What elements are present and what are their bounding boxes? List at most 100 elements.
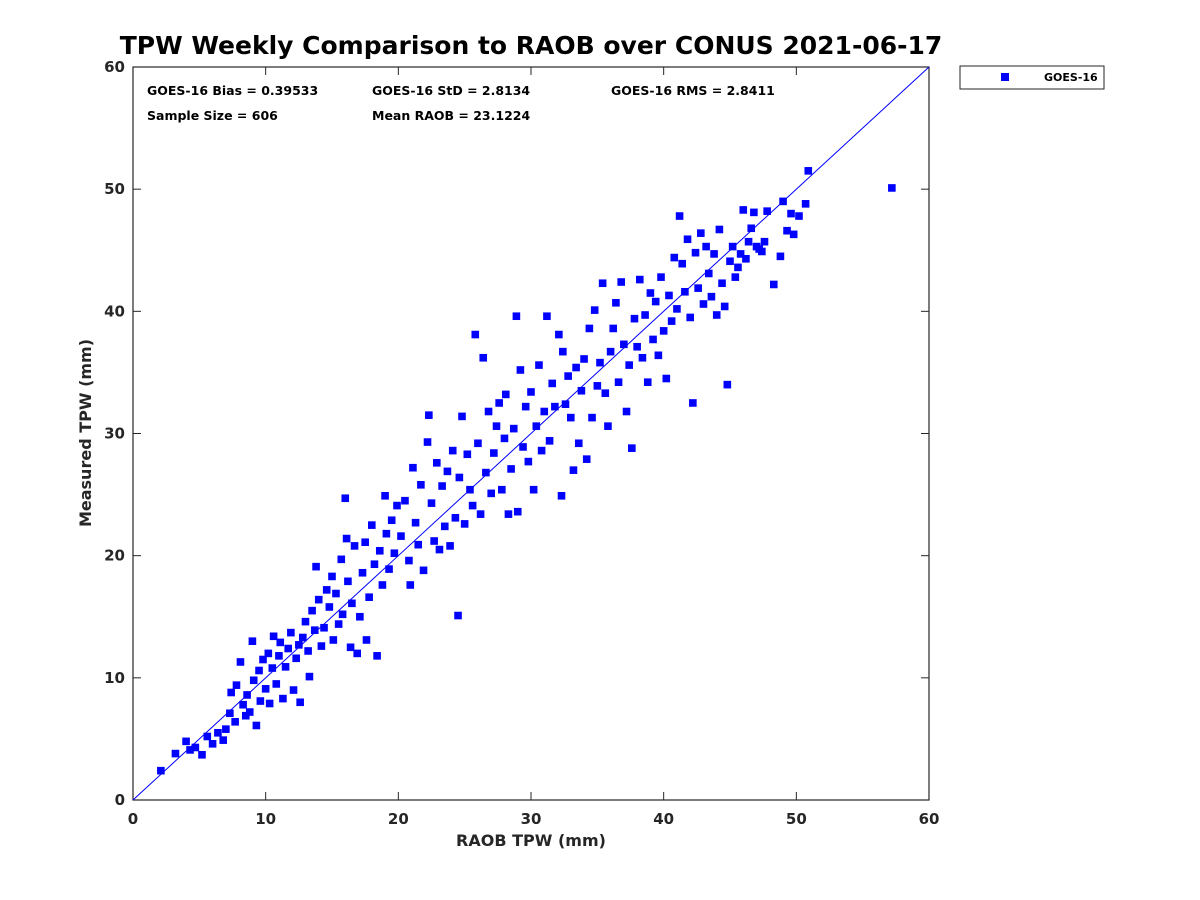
- data-point: [417, 481, 425, 489]
- data-point: [718, 279, 726, 288]
- data-point: [609, 324, 618, 333]
- data-point: [182, 737, 190, 746]
- data-point: [245, 708, 254, 716]
- data-point: [203, 732, 212, 741]
- data-point: [279, 694, 287, 703]
- data-point: [564, 372, 572, 380]
- data-point: [435, 545, 444, 554]
- y-axis-label: Measured TPW (mm): [76, 339, 95, 527]
- data-point: [657, 273, 665, 281]
- data-point: [325, 603, 334, 611]
- data-point: [750, 208, 758, 217]
- data-point: [370, 560, 379, 569]
- data-point: [346, 643, 355, 652]
- data-point: [625, 361, 633, 369]
- data-point: [226, 709, 234, 718]
- data-point: [232, 681, 241, 689]
- data-point: [723, 380, 732, 389]
- data-point: [289, 686, 298, 694]
- data-point: [559, 347, 567, 356]
- data-point: [545, 437, 554, 445]
- data-point: [726, 257, 734, 266]
- std-annotation: GOES-16 StD = 2.8134: [372, 83, 530, 98]
- data-point: [643, 378, 652, 386]
- data-point: [715, 225, 724, 234]
- data-point: [455, 473, 464, 482]
- data-point: [460, 520, 469, 528]
- data-point: [261, 685, 270, 693]
- data-point: [801, 200, 810, 208]
- data-point: [186, 746, 194, 754]
- data-point: [310, 626, 319, 634]
- data-point: [760, 237, 769, 246]
- data-point: [430, 537, 438, 545]
- data-point: [375, 546, 384, 555]
- data-point: [593, 382, 602, 390]
- data-point: [519, 443, 527, 451]
- data-point: [758, 247, 766, 256]
- data-point: [673, 305, 681, 313]
- data-point: [353, 649, 362, 658]
- data-point: [299, 633, 307, 642]
- data-point: [208, 740, 217, 748]
- data-point: [638, 353, 647, 362]
- data-point: [350, 542, 359, 550]
- data-point: [443, 467, 452, 476]
- data-point: [348, 599, 356, 608]
- data-point: [601, 389, 610, 397]
- data-point: [516, 366, 525, 374]
- data-point: [265, 699, 274, 708]
- reference-line-layer: [132, 66, 930, 801]
- data-point: [670, 253, 679, 262]
- data-point: [382, 529, 391, 538]
- data-point: [264, 649, 273, 658]
- data-point: [308, 606, 316, 615]
- data-point: [365, 593, 373, 602]
- data-point: [466, 485, 474, 494]
- data-point: [678, 259, 687, 268]
- y-tick-label: 60: [104, 58, 125, 76]
- data-point: [667, 317, 676, 325]
- data-point: [301, 617, 310, 626]
- data-point: [681, 287, 689, 296]
- data-point: [362, 636, 371, 644]
- data-point: [276, 638, 285, 647]
- data-point: [582, 455, 591, 463]
- data-point: [368, 521, 376, 529]
- data-point: [580, 355, 588, 363]
- data-point: [329, 636, 338, 644]
- data-point: [328, 572, 336, 581]
- data-point: [651, 297, 660, 306]
- data-point: [720, 302, 729, 311]
- data-point: [689, 399, 697, 407]
- data-point: [622, 407, 631, 416]
- data-point: [513, 507, 522, 516]
- data-point: [337, 555, 346, 564]
- data-point: [532, 422, 541, 430]
- data-point: [292, 654, 300, 663]
- x-tick-label: 50: [786, 810, 807, 828]
- data-point: [248, 637, 257, 645]
- data-point: [763, 207, 771, 215]
- data-point: [574, 439, 583, 448]
- data-point: [446, 542, 454, 550]
- data-point: [227, 688, 235, 697]
- data-point: [614, 378, 623, 386]
- legend-label: GOES-16: [1044, 71, 1098, 84]
- data-point: [236, 658, 245, 666]
- data-point: [454, 611, 462, 620]
- data-point: [704, 269, 713, 278]
- data-point: [691, 248, 700, 257]
- data-point: [537, 446, 546, 455]
- data-point: [214, 729, 222, 737]
- data-point: [440, 522, 449, 531]
- data-point: [385, 565, 393, 573]
- data-point: [222, 725, 230, 733]
- one-to-one-line: [132, 66, 930, 801]
- data-point: [804, 167, 813, 175]
- data-point: [789, 230, 798, 239]
- data-point: [783, 226, 791, 235]
- data-point: [358, 568, 367, 577]
- data-point: [272, 680, 281, 688]
